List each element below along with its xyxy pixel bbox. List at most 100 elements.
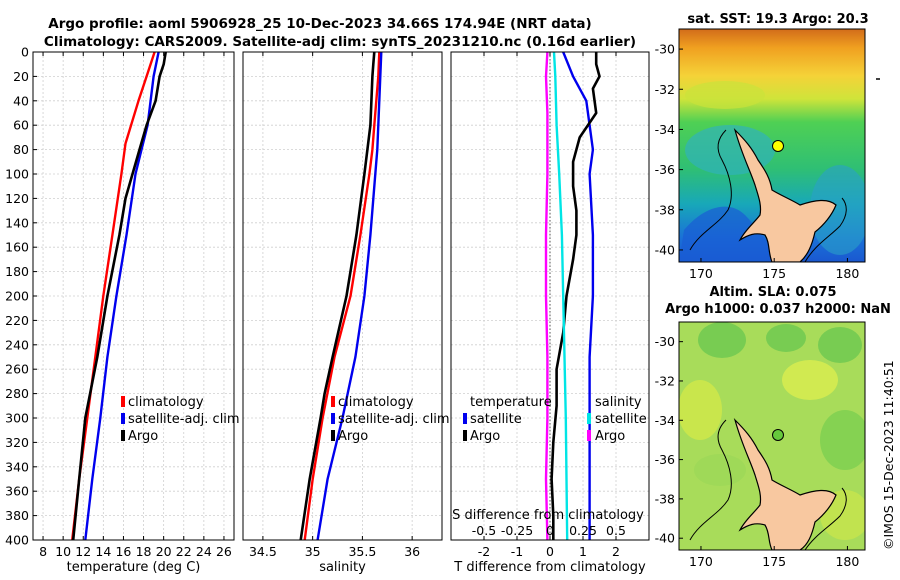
y-tick-label: 260 bbox=[5, 362, 29, 377]
y-tick-label: 400 bbox=[5, 533, 29, 548]
y-tick-label: 320 bbox=[5, 435, 29, 450]
sst-isotherm bbox=[689, 129, 732, 251]
series-line-temperature-argo bbox=[550, 52, 601, 540]
salinity-legend: climatology satellite-adj. clim Argo bbox=[331, 395, 450, 444]
x-tick-label: 36 bbox=[404, 544, 420, 559]
y-tick-label: 200 bbox=[5, 289, 29, 304]
legend-swatch-sal-argo bbox=[587, 430, 591, 441]
legend-swatch-temp-argo bbox=[463, 430, 467, 441]
sla-map-frame bbox=[678, 321, 866, 551]
series-line-argo bbox=[71, 52, 167, 540]
y-tick-label: 100 bbox=[5, 167, 29, 182]
figure-title-line1: Argo profile: aoml 5906928_25 10-Dec-202… bbox=[48, 16, 591, 32]
map-y-tick-label: -30 bbox=[655, 334, 675, 349]
x-tick-label: -2 bbox=[478, 544, 490, 559]
x-tick-label: 26 bbox=[216, 544, 232, 559]
sla-anomaly bbox=[698, 322, 746, 358]
map-x-tick-label: 170 bbox=[689, 266, 713, 281]
series-line-temperature-satellite bbox=[562, 52, 595, 540]
map-x-tick-label: 180 bbox=[835, 266, 859, 281]
sst-map-frame bbox=[678, 28, 866, 263]
legend-label-climatology: climatology bbox=[338, 395, 414, 410]
x-tick-label: 1 bbox=[579, 544, 587, 559]
x-tick-label: 18 bbox=[136, 544, 152, 559]
map-y-tick-label: -36 bbox=[655, 452, 675, 467]
nz-north-island bbox=[733, 127, 837, 262]
legend-label-sal-argo: Argo bbox=[595, 429, 625, 444]
x2-tick-label: -0.5 bbox=[472, 523, 496, 538]
x-tick-label: 20 bbox=[156, 544, 172, 559]
series-group bbox=[299, 52, 383, 540]
x-tick-label: 16 bbox=[115, 544, 131, 559]
legend-label-satellite: satellite-adj. clim bbox=[128, 412, 240, 427]
sst-isotherm bbox=[804, 197, 847, 262]
x-tick-label: 34.5 bbox=[249, 544, 277, 559]
map-y-tick-label: -32 bbox=[655, 82, 675, 97]
legend-swatch-argo bbox=[331, 430, 335, 441]
y-tick-label: 120 bbox=[5, 191, 29, 206]
difference-axes: -2 -1 0 1 2T difference from climatology -0.5… bbox=[450, 51, 650, 575]
legend-swatch-climatology bbox=[121, 396, 125, 407]
x-tick-label: 2 bbox=[612, 544, 620, 559]
x2-tick-label: 0.25 bbox=[569, 523, 597, 538]
legend-label-sal-satellite: satellite bbox=[595, 412, 647, 427]
y-tick-label: 360 bbox=[5, 484, 29, 499]
sst-map-ticks: 170 175 180 -30 -32 -34 -36 -38 -40 bbox=[655, 42, 860, 281]
sla-map: 170 175 180 -30 -32 -34 -36 -38 -40 bbox=[655, 321, 866, 569]
y-tick-label: 20 bbox=[13, 69, 29, 84]
series-line-salinity-argo bbox=[544, 52, 549, 540]
sla-map-title-line1: Altim. SLA: 0.075 bbox=[710, 285, 837, 300]
map-y-tick-label: -34 bbox=[655, 413, 675, 428]
x2-tick-label: -0.25 bbox=[501, 523, 533, 538]
x-tick-label: 24 bbox=[196, 544, 212, 559]
y-tick-label: 280 bbox=[5, 386, 29, 401]
series-group bbox=[544, 52, 601, 540]
legend-label-argo: Argo bbox=[338, 429, 368, 444]
y-tick-label: 380 bbox=[5, 508, 29, 523]
legend-swatch-argo bbox=[121, 430, 125, 441]
series-line-satellite-adj-clim bbox=[316, 52, 383, 540]
x-tick-label: 0 bbox=[546, 544, 554, 559]
sla-argo-marker bbox=[772, 429, 784, 441]
map-x-tick-label: 180 bbox=[835, 554, 859, 569]
map-x-tick-label: 175 bbox=[762, 554, 786, 569]
y-tick-label: 160 bbox=[5, 240, 29, 255]
sla-anomaly bbox=[679, 380, 722, 440]
legend-swatch-satellite bbox=[331, 413, 335, 424]
map-x-tick-label: 170 bbox=[689, 554, 713, 569]
x2-tick-label: 0 bbox=[546, 523, 554, 538]
series-group bbox=[71, 52, 167, 540]
nz-north-island bbox=[733, 417, 837, 550]
x-tick-label: -1 bbox=[511, 544, 523, 559]
x-axis-label: salinity bbox=[319, 560, 366, 575]
legend-label-temp-satellite: satellite bbox=[470, 412, 522, 427]
s-difference-axis-label: S difference from climatology bbox=[452, 508, 644, 523]
series-line-argo bbox=[299, 52, 376, 540]
map-y-tick-label: -38 bbox=[655, 491, 675, 506]
y-tick-label: 60 bbox=[13, 118, 29, 133]
map-y-tick-label: -34 bbox=[655, 122, 675, 137]
map-y-tick-label: -40 bbox=[655, 242, 675, 257]
sst-cool-patch bbox=[810, 165, 865, 255]
map-y-tick-label: -38 bbox=[655, 202, 675, 217]
y-tick-label: 40 bbox=[13, 93, 29, 108]
salinity-axes: 34.5 35 35.5 36 salinity bbox=[242, 51, 443, 575]
x-tick-label: 22 bbox=[176, 544, 192, 559]
sla-contour bbox=[689, 419, 732, 541]
map-y-tick-label: -36 bbox=[655, 162, 675, 177]
legend-swatch-temp-satellite bbox=[463, 413, 467, 424]
sla-anomaly bbox=[818, 327, 862, 363]
legend-swatch-satellite bbox=[121, 413, 125, 424]
legend-label-temp-argo: Argo bbox=[470, 429, 500, 444]
map-y-tick-label: -30 bbox=[655, 42, 675, 57]
sst-warm-patch bbox=[685, 81, 765, 109]
series-line-climatology bbox=[303, 52, 381, 540]
x2-tick-label: 0.5 bbox=[606, 523, 626, 538]
y-tick-label: 180 bbox=[5, 264, 29, 279]
temperature-legend: climatology satellite-adj. clim Argo bbox=[121, 395, 240, 444]
y-tick-label: 0 bbox=[21, 45, 29, 60]
legend-label-climatology: climatology bbox=[128, 395, 204, 410]
legend-label-argo: Argo bbox=[128, 429, 158, 444]
sla-anomaly bbox=[766, 324, 806, 352]
